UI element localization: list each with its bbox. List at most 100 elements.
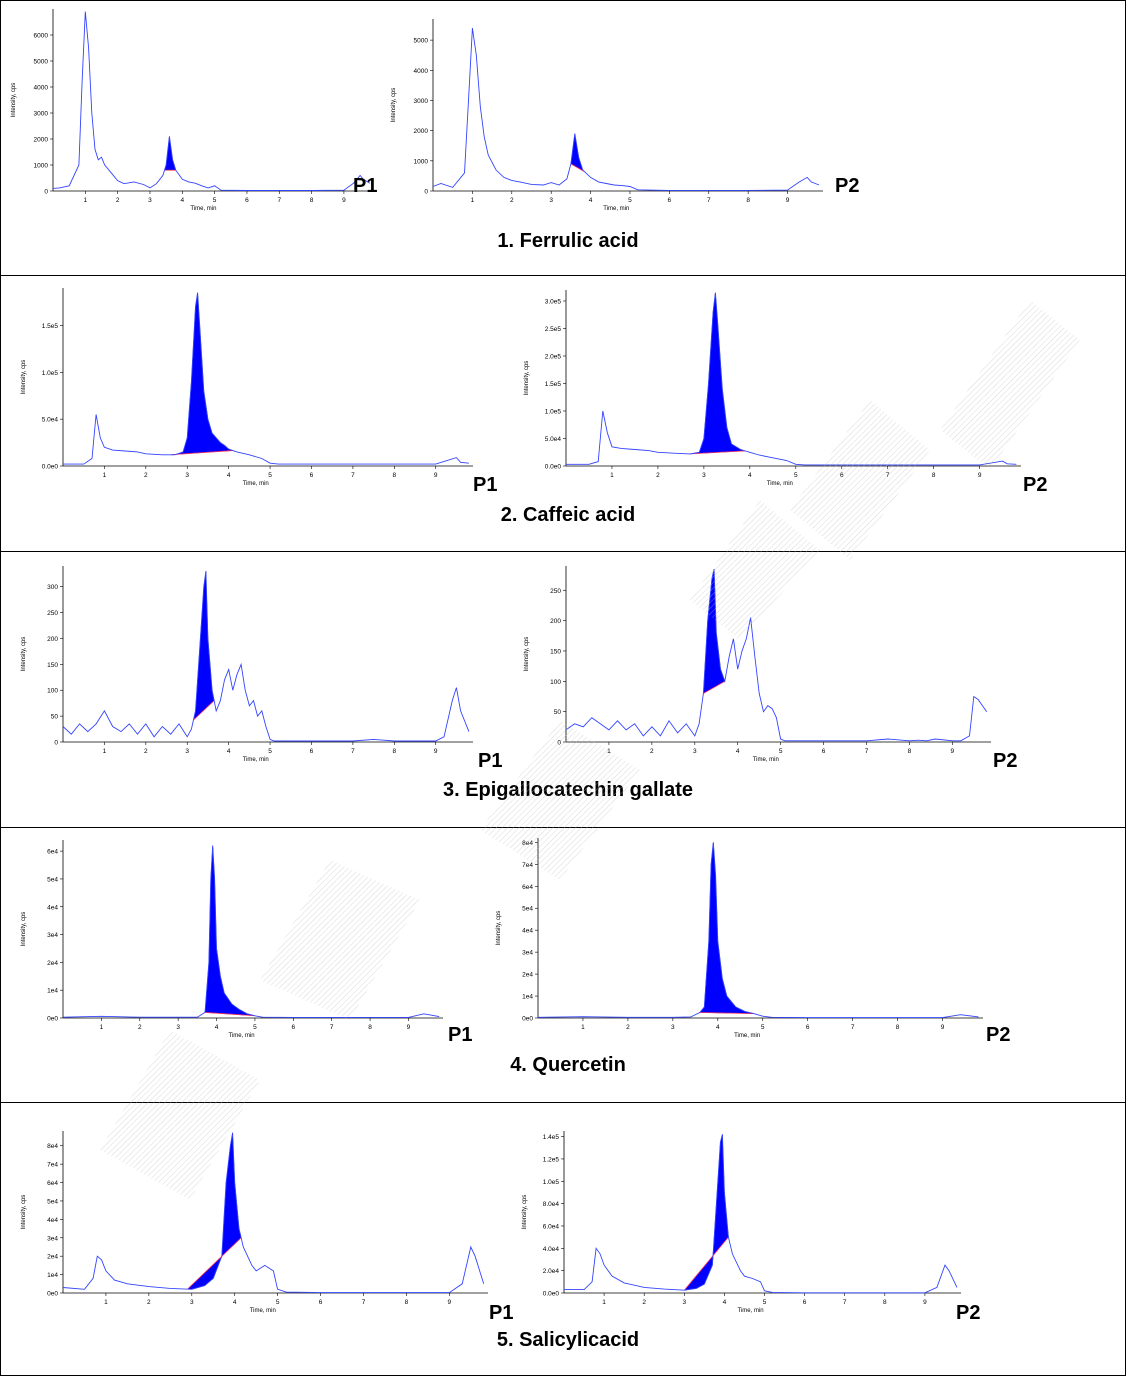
x-tick-label: 1 (100, 1024, 104, 1031)
x-tick-label: 7 (277, 197, 281, 204)
x-tick-label: 6 (668, 197, 672, 204)
x-tick-label: 9 (434, 472, 438, 479)
x-tick-label: 3 (702, 472, 706, 479)
x-tick-label: 9 (407, 1024, 411, 1031)
x-tick-label: 4 (227, 472, 231, 479)
peak-baseline (699, 1012, 754, 1015)
chromatogram-1-p2: 0 1000 2000 3000 4000 5000 1 2 3 4 5 6 7 8 9 Time, min I… (391, 19, 823, 212)
y-tick-label: 8e4 (47, 1143, 58, 1150)
y-axis-label: Intensity, cps (524, 637, 530, 672)
x-tick-label: 3 (148, 197, 152, 204)
x-tick-label: 1 (471, 197, 475, 204)
y-tick-label: 0 (557, 740, 561, 747)
y-tick-label: 250 (550, 588, 561, 595)
chromatogram-trace (62, 571, 470, 742)
x-tick-label: 9 (786, 197, 790, 204)
x-axis-label: Time, min (250, 1308, 276, 1314)
y-tick-label: 3.0e5 (545, 299, 562, 306)
chromatogram-trace (537, 842, 979, 1019)
x-tick-label: 8 (405, 1299, 409, 1306)
integrated-peak-area (683, 1134, 729, 1291)
x-tick-label: 9 (978, 472, 982, 479)
x-tick-label: 5 (794, 472, 798, 479)
y-tick-label: 1.0e5 (545, 409, 562, 416)
y-tick-label: 5000 (34, 59, 49, 66)
y-tick-label: 0.0e0 (545, 464, 562, 471)
y-tick-label: 1.0e5 (543, 1179, 560, 1186)
chromatogram-2-p2: 0.0e0 5.0e4 1.0e5 1.5e5 2.0e5 2.5e5 3.0e5 1 2 3 4 5… (524, 290, 1021, 487)
x-tick-label: 4 (227, 748, 231, 755)
y-tick-label: 1.0e5 (42, 370, 59, 377)
y-tick-label: 2e4 (47, 1254, 58, 1261)
x-tick-label: 6 (822, 748, 826, 755)
y-tick-label: 6e4 (47, 1180, 58, 1187)
x-tick-label: 1 (84, 197, 88, 204)
y-tick-label: 3e4 (522, 950, 533, 957)
y-axis-label: Intensity, cps (21, 1195, 27, 1230)
x-tick-label: 4 (748, 472, 752, 479)
y-tick-label: 2e4 (522, 972, 533, 979)
x-tick-label: 8 (393, 748, 397, 755)
x-tick-label: 5 (763, 1299, 767, 1306)
chromatogram-trace (52, 11, 371, 191)
y-tick-label: 100 (550, 679, 561, 686)
x-axis-label: Time, min (243, 757, 269, 763)
y-tick-label: 2.5e5 (545, 326, 562, 333)
peak-baseline (204, 1012, 255, 1017)
panel-label-p2: P2 (993, 750, 1018, 772)
x-tick-label: 8 (932, 472, 936, 479)
x-tick-label: 5 (268, 472, 272, 479)
y-tick-label: 8e4 (522, 840, 533, 847)
x-tick-label: 1 (602, 1299, 606, 1306)
y-tick-label: 4e4 (47, 1217, 58, 1224)
y-tick-label: 1.5e5 (545, 381, 562, 388)
x-tick-label: 9 (951, 748, 955, 755)
y-tick-label: 1e4 (522, 994, 533, 1001)
x-tick-label: 7 (351, 748, 355, 755)
x-tick-label: 2 (656, 472, 660, 479)
chromatogram-trace (565, 568, 988, 742)
chromatogram-5-p2: 0.0e0 2.0e4 4.0e4 6.0e4 8.0e4 1.0e5 1.2e5 1.4e5… (522, 1131, 961, 1314)
x-tick-label: 8 (368, 1024, 372, 1031)
y-axis-label: Intensity, cps (391, 88, 397, 123)
y-tick-label: 2e4 (47, 960, 58, 967)
y-tick-label: 2000 (34, 137, 49, 144)
x-tick-label: 2 (144, 472, 148, 479)
x-tick-label: 7 (330, 1024, 334, 1031)
x-tick-label: 3 (185, 748, 189, 755)
peak-baseline (187, 1237, 242, 1290)
figure-row-2: 0.0e0 5.0e4 1.0e5 1.5e5 1 2 3 4 5 6 7 8 9 Time, min In… (0, 275, 1126, 552)
x-tick-label: 3 (693, 748, 697, 755)
panel-label-p1: P1 (473, 474, 498, 496)
x-tick-label: 2 (642, 1299, 646, 1306)
x-tick-label: 5 (268, 748, 272, 755)
y-tick-label: 300 (47, 584, 58, 591)
panel-label-p2: P2 (956, 1302, 981, 1324)
y-tick-label: 150 (550, 648, 561, 655)
panel-label-p2: P2 (1023, 474, 1048, 496)
y-tick-label: 3e4 (47, 932, 58, 939)
y-tick-label: 1e4 (47, 988, 58, 995)
chromatogram-5-p1: 0e0 1e4 2e4 3e4 4e4 5e4 6e4 7e4 8e4 1 2 3 4 5 6 7 8 9 Time… (21, 1131, 488, 1314)
integrated-peak-area (186, 1132, 242, 1290)
y-tick-label: 50 (554, 709, 562, 716)
x-tick-label: 7 (843, 1299, 847, 1306)
x-tick-label: 4 (723, 1299, 727, 1306)
chromatogram-trace (566, 292, 1017, 466)
x-tick-label: 2 (144, 748, 148, 755)
y-tick-label: 0e0 (47, 1016, 58, 1023)
x-tick-label: 5 (779, 748, 783, 755)
y-axis-label: Intensity, cps (21, 912, 27, 947)
integrated-peak-area (703, 568, 726, 694)
x-tick-label: 1 (607, 748, 611, 755)
y-tick-label: 200 (550, 618, 561, 625)
y-tick-label: 100 (47, 688, 58, 695)
x-tick-label: 5 (213, 197, 217, 204)
y-tick-label: 3000 (414, 98, 429, 105)
y-tick-label: 0e0 (47, 1291, 58, 1298)
y-tick-label: 7e4 (47, 1162, 58, 1169)
y-tick-label: 0.0e0 (543, 1291, 560, 1298)
figure-row-4: 0e0 1e4 2e4 3e4 4e4 5e4 6e4 1 2 3 4 5 6 7 8 9 Time, min I… (0, 827, 1126, 1103)
peak-baseline (703, 680, 726, 694)
chromatogram-trace (432, 28, 820, 191)
